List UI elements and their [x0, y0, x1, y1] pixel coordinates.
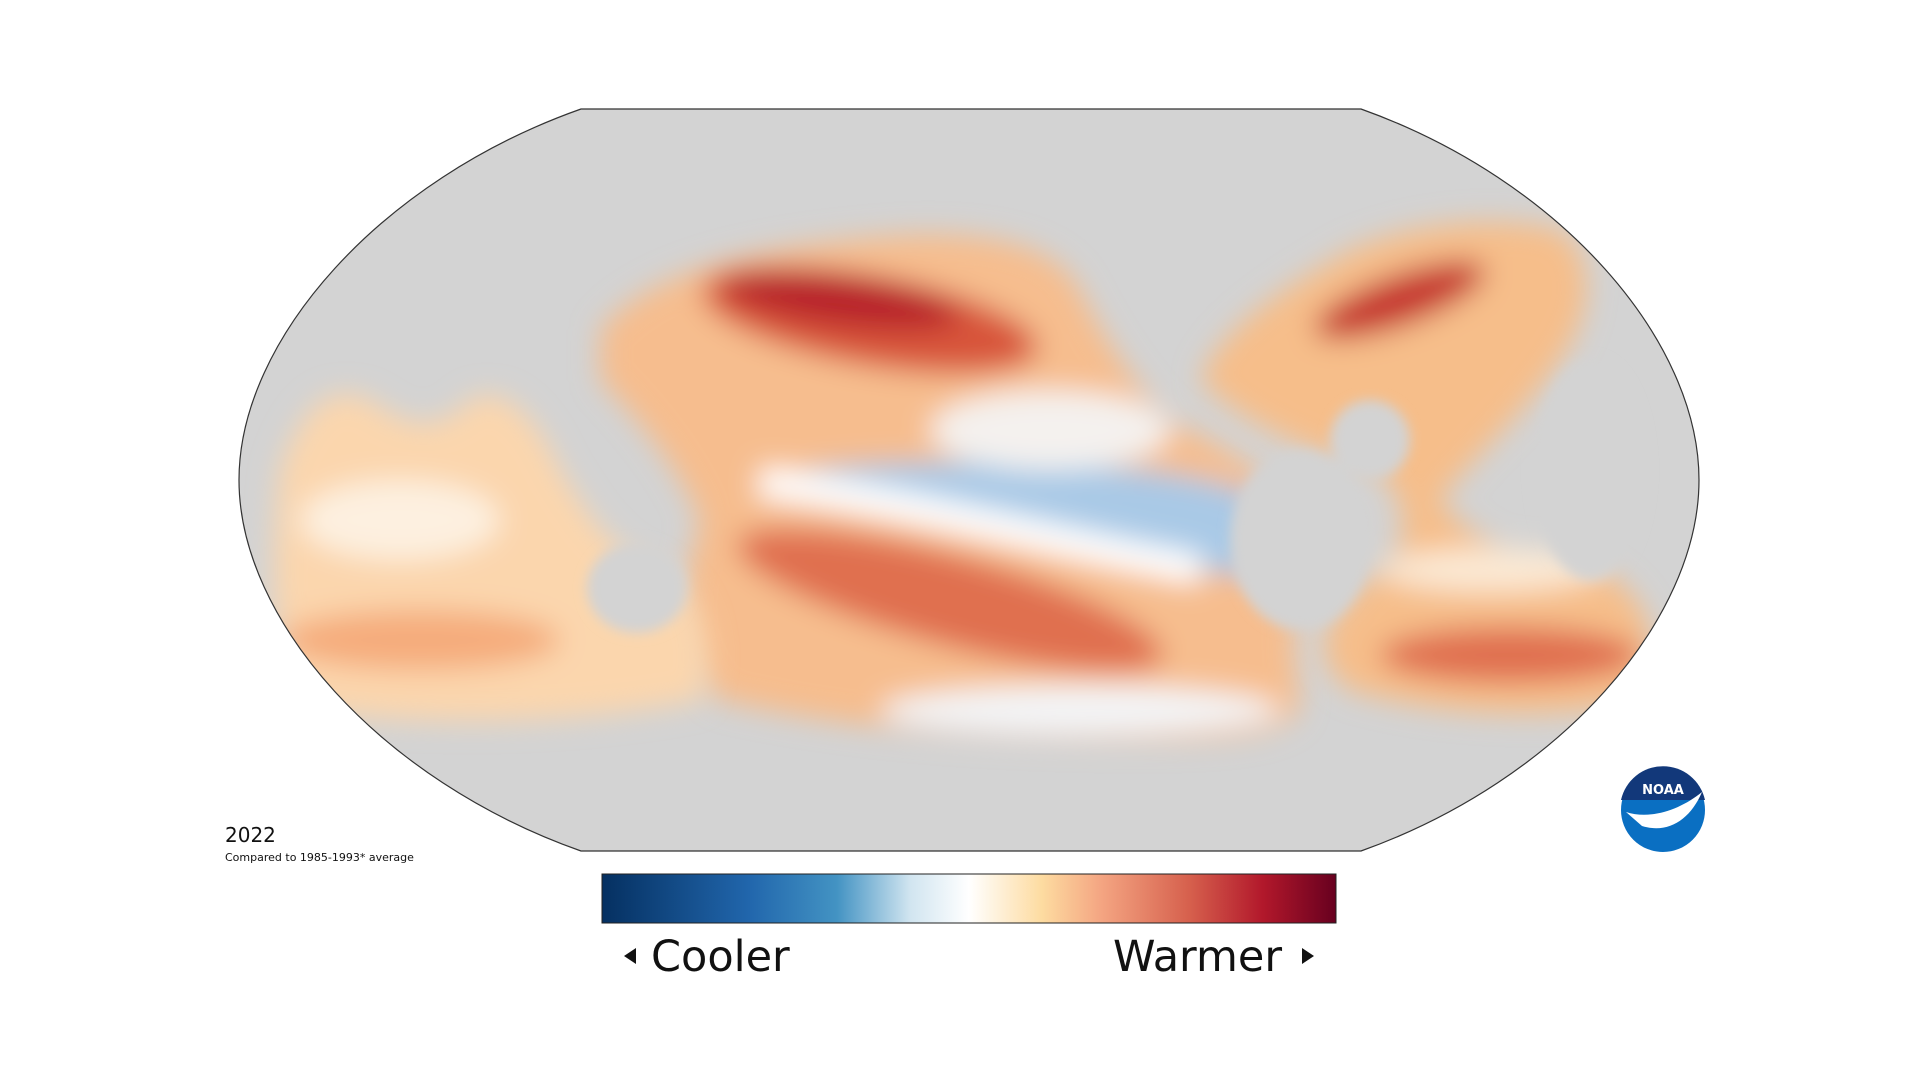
legend: Cooler Warmer	[601, 873, 1337, 982]
ocean-anomaly	[274, 221, 1652, 740]
arrow-right	[1302, 948, 1314, 964]
arrow-left	[624, 948, 636, 964]
subtitle: Compared to 1985-1993* average	[225, 851, 414, 864]
south-america	[1230, 450, 1370, 630]
noaa-logo: NOAA	[1619, 766, 1707, 854]
legend-high: Warmer	[1113, 932, 1282, 982]
color-bar	[601, 873, 1337, 924]
map-outline	[238, 108, 1700, 852]
year: 2022	[225, 823, 276, 847]
logo-text: NOAA	[1642, 783, 1684, 798]
africa	[1535, 360, 1645, 580]
australia	[587, 543, 687, 633]
legend-low: Cooler	[651, 932, 790, 982]
map	[238, 108, 1700, 852]
